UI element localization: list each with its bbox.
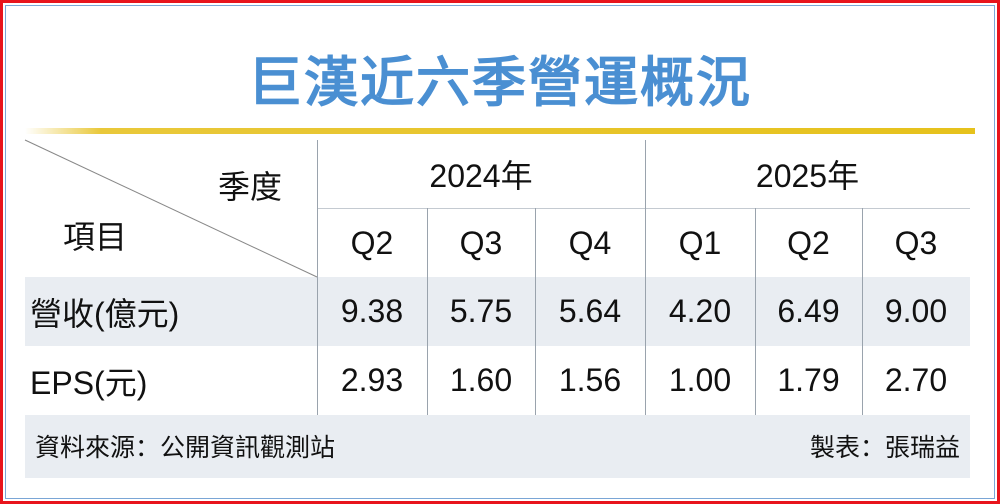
table-cell: 9.38 [340,293,404,329]
row-label: 營收(億元) [30,295,180,332]
table-cell: 6.49 [777,293,840,329]
table-cell: 2.70 [884,362,948,398]
table-cell: 1.79 [777,362,840,398]
table-cell: 5.75 [449,293,513,329]
footer-bg [25,415,970,478]
corner-top-label: 季度 [217,169,282,205]
divider [317,140,318,415]
divider [427,208,428,415]
inner-border [5,5,995,499]
corner-bottom-label: 項目 [62,219,127,255]
source-note: 資料來源：公開資訊觀測站 [35,434,336,462]
divider [862,208,863,415]
quarter-header: Q1 [678,225,722,261]
year-header: 2024年 [429,158,533,194]
quarter-header: Q3 [894,225,938,261]
quarter-header: Q4 [568,225,612,261]
accent-line [25,128,975,134]
table-cell: 4.20 [668,293,732,329]
table-cell: 1.56 [558,362,622,398]
quarter-header: Q3 [459,225,503,261]
table-cell: 2.93 [340,362,404,398]
author-note: 製表：張瑞益 [809,434,960,462]
divider [755,208,756,415]
divider [317,208,970,209]
divider [645,140,646,415]
chart-title: 巨漢近六季營運概況 [248,53,752,113]
quarter-header: Q2 [350,225,394,261]
table-cell: 1.60 [449,362,513,398]
quarter-header: Q2 [787,225,830,261]
year-header: 2025年 [755,158,860,194]
row-label: EPS(元) [30,364,148,401]
table-cell: 9.00 [884,293,948,329]
table-cell: 1.00 [668,362,732,398]
divider [535,208,536,415]
revenue-row-bg [25,277,970,346]
table-cell: 5.64 [558,293,622,329]
